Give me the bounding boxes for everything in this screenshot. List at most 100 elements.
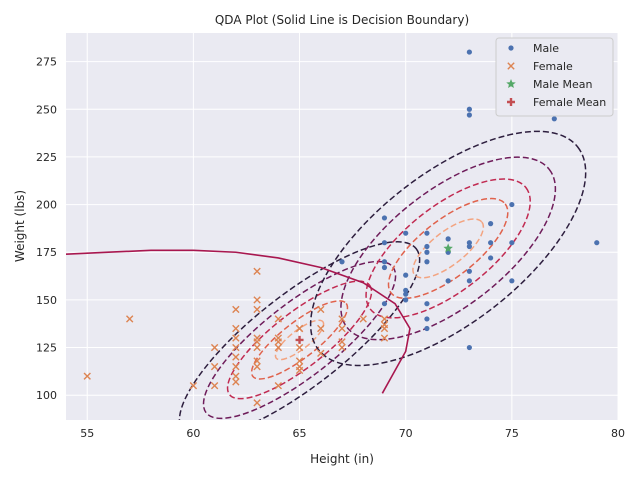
male-point [424,325,430,332]
male-point [381,215,388,221]
male-point [466,278,472,284]
female-point [253,296,261,304]
male-contour [365,178,531,319]
female-contour [226,280,373,400]
male-point [424,230,430,236]
male-point [403,291,409,297]
female-point [232,324,240,333]
male-point [466,344,472,351]
female-point [338,338,346,346]
female-point [253,357,261,365]
male-point [339,259,345,265]
female-point [274,315,283,323]
female-point [253,267,261,275]
x-tick-label: 80 [611,427,625,440]
female-mean-point [295,335,304,344]
male-point [403,272,409,278]
male-point [488,240,494,246]
y-tick-label: 200 [36,199,57,212]
female-contour [178,241,421,420]
legend-marker [507,62,515,70]
female-point [253,399,261,407]
female-point [338,315,346,323]
male-point [466,112,472,118]
female-contour [202,260,397,420]
x-tick-label: 65 [293,427,307,440]
y-tick-label: 100 [36,389,57,402]
female-point [210,362,219,371]
male-point [381,301,388,307]
female-point [274,338,283,346]
male-point [445,278,451,284]
female-point [125,315,134,323]
axis-ticks: 55 60 65 70 75 80 100 125 150 175 200 225 250 275 [36,56,625,440]
female-point [253,338,261,346]
male-point [466,243,472,250]
female-point [359,315,367,323]
female-point [380,334,389,342]
male-point [424,259,430,265]
male-point [509,201,515,208]
legend-marker [506,79,516,89]
female-contour [274,319,325,361]
female-point [317,324,325,333]
x-axis-label: Height (in) [310,452,374,466]
x-tick-label: 60 [186,427,200,440]
female-point [210,381,219,390]
male-mean-point [443,243,453,253]
female-point [232,353,240,361]
male-contour [387,197,509,300]
male-point [551,116,557,122]
female-point [295,362,304,371]
male-point [509,278,515,284]
legend: Male Female Male Mean Female Mean [495,37,614,117]
y-axis-label: Weight (lbs) [13,190,27,262]
male-point [381,240,388,246]
male-point [488,221,494,227]
x-tick-label: 75 [505,427,519,440]
density-contours [178,130,587,420]
female-point [232,334,240,342]
female-point [253,343,261,352]
legend-marker [507,98,515,106]
female-point [295,324,304,333]
y-tick-label: 275 [36,56,57,69]
male-contour [412,218,485,279]
male-point [424,301,430,307]
y-tick-label: 250 [36,103,57,116]
male-point [403,230,409,236]
legend-label: Female Mean [533,96,606,109]
female-point [317,305,325,314]
female-point [232,305,240,314]
chart-title: QDA Plot (Solid Line is Decision Boundar… [215,13,469,27]
y-tick-label: 150 [36,294,57,307]
female-point [232,372,240,380]
male-point [424,243,430,250]
female-point [83,372,91,380]
female-point [338,324,346,333]
female-point [338,343,346,352]
legend-label: Male Mean [533,78,593,91]
male-point [424,249,430,255]
male-point [424,316,430,322]
female-point [274,343,283,352]
legend-marker [508,45,514,51]
female-point [317,349,325,357]
female-point [232,378,240,386]
female-point [253,362,261,371]
male-point [403,287,409,293]
female-point [189,381,198,390]
female-point [380,315,389,323]
male-point [594,240,600,246]
male-point [466,268,472,274]
female-point [295,343,304,352]
decision-boundary [66,249,411,394]
female-point [274,381,283,390]
legend-label: Male [533,42,559,55]
male-point [381,259,388,265]
male-point [466,106,472,112]
male-point [381,264,388,271]
male-point [466,240,472,246]
female-contour [250,300,349,380]
male-point [445,236,451,242]
